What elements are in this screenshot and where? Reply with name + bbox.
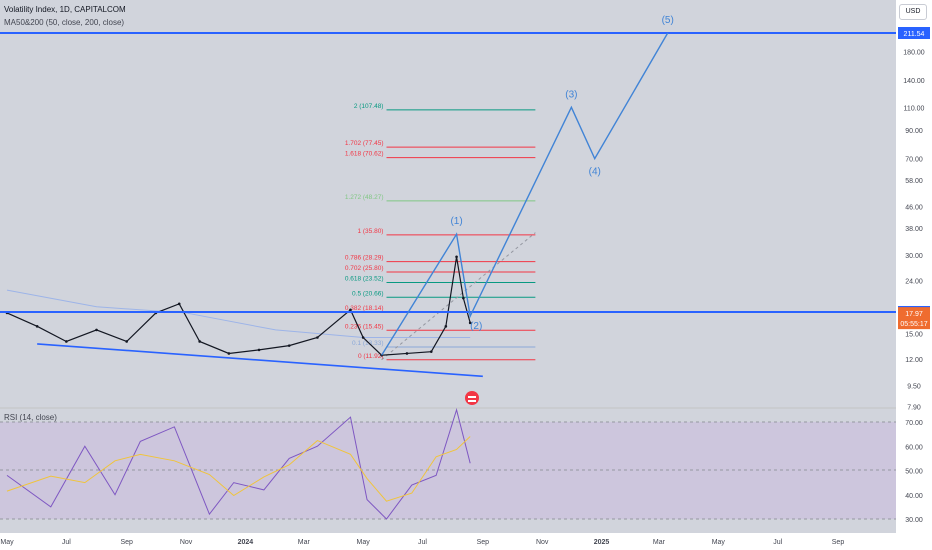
time-tick-label: Sep	[832, 539, 845, 546]
last-price-badge[interactable]	[898, 307, 930, 330]
price-point	[125, 340, 128, 343]
price-point	[405, 352, 409, 355]
wave-label: (4)	[589, 167, 601, 178]
time-tick-label: 2024	[238, 539, 254, 546]
price-tick-label: 12.00	[905, 357, 923, 364]
rsi-tick-label: 60.00	[905, 444, 923, 451]
event-flag-icon[interactable]	[465, 391, 479, 405]
rsi-tick-label: 30.00	[905, 517, 923, 524]
price-tick-label: 38.00	[905, 226, 923, 233]
price-tick-label: 140.00	[903, 78, 925, 85]
price-point	[444, 325, 448, 328]
price-point	[198, 340, 201, 343]
wave-path[interactable]	[381, 32, 669, 356]
price-tick-label: 9.50	[907, 384, 921, 391]
time-tick-label: Nov	[536, 539, 549, 546]
price-point	[35, 325, 39, 328]
wave-label: (1)	[450, 216, 462, 227]
price-point	[65, 340, 68, 343]
rsi-tick-label: 40.00	[905, 493, 923, 500]
price-tick-label: 70.00	[905, 157, 923, 164]
time-tick-label: Sep	[120, 539, 133, 546]
time-tick-label: Jul	[62, 539, 71, 546]
price-tick-label: 30.00	[905, 253, 923, 260]
price-point	[316, 336, 319, 339]
price-axis-background	[896, 0, 932, 533]
moving-average-layer	[6, 289, 471, 339]
price-point	[257, 348, 261, 352]
bar-countdown-label: 05:55:17	[900, 321, 927, 328]
fib-level-label: 0.382 (18.14)	[345, 305, 384, 312]
time-tick-label: Jul	[773, 539, 782, 546]
price-point	[349, 308, 352, 312]
time-tick-label: Mar	[298, 539, 311, 546]
fib-level-label: 0 (11.92)	[358, 353, 384, 360]
time-axis-background	[0, 533, 932, 550]
time-tick-label: Mar	[653, 539, 666, 546]
horizontal-levels[interactable]	[0, 32, 896, 313]
level-badge[interactable]	[898, 27, 930, 39]
ma-200-line	[6, 289, 471, 339]
fib-level-label: 2 (107.48)	[354, 103, 384, 110]
price-tick-label: 180.00	[903, 49, 925, 56]
time-tick-label: 2025	[594, 539, 610, 546]
time-tick-label: May	[357, 539, 371, 546]
wave-label: (3)	[565, 89, 577, 100]
time-axis[interactable]: May Jul Sep Nov 2024 Mar May Jul Sep Nov 2025 Mar Ma…	[0, 539, 844, 546]
event-flag-icon-stripe[interactable]	[468, 396, 476, 398]
fib-level-label: 0.702 (25.80)	[345, 265, 384, 272]
rsi-layer	[6, 408, 471, 520]
fib-level-label: 1 (35.80)	[357, 228, 383, 235]
last-price-label: 17.97	[905, 311, 923, 318]
symbol-title[interactable]: Volatility Index, 1D, CAPITALCOM	[4, 5, 126, 14]
fib-level-label: 0.236 (15.45)	[345, 323, 384, 330]
price-tick-label: 110.00	[904, 105, 925, 112]
wave-label: (2)	[470, 321, 482, 332]
price-tick-label: 15.00	[905, 332, 923, 339]
rsi-tick-label: 70.00	[905, 420, 923, 427]
price-point	[361, 336, 365, 339]
price-point	[462, 296, 465, 300]
wave-label: (5)	[662, 15, 674, 26]
price-pane-background	[0, 0, 896, 407]
support-trendline[interactable]	[37, 343, 483, 378]
price-tick-label: 46.00	[905, 204, 923, 211]
fib-level-label: 0.618 (23.52)	[345, 276, 384, 283]
rsi-tick-label: 50.00	[905, 469, 923, 476]
price-tick-label: 90.00	[905, 128, 923, 135]
ma-indicator-legend[interactable]: MA50&200 (50, close, 200, close)	[4, 18, 125, 27]
price-point	[227, 352, 231, 355]
price-point	[287, 344, 291, 347]
price-point	[468, 321, 472, 325]
fib-level-label: 1.618 (70.62)	[345, 151, 384, 158]
time-tick-label: Jul	[418, 539, 427, 546]
price-point	[455, 255, 458, 259]
price-axis[interactable]: 211.54 180.00 140.00 110.00 90.00 70.00 58.00 4…	[898, 27, 930, 524]
fibonacci-extension[interactable]: 2 (107.48) 1.702 (77.45) 1.618 (70.62) 1.27…	[345, 103, 536, 361]
price-point	[429, 350, 433, 353]
rsi-ma-line	[6, 436, 471, 502]
fib-level-label: 0.786 (28.29)	[345, 255, 384, 262]
rsi-line	[6, 408, 471, 520]
price-point	[95, 328, 98, 332]
price-tick-label: 58.00	[905, 178, 923, 185]
fib-level-label: 1.272 (48.27)	[345, 194, 384, 201]
rsi-indicator-legend[interactable]: RSI (14, close)	[4, 413, 57, 422]
elliott-wave-projection[interactable]: (1) (2) (3) (4) (5)	[381, 15, 674, 356]
event-flag-icon-stripe[interactable]	[468, 400, 476, 402]
time-tick-label: Nov	[180, 539, 193, 546]
price-tick-label: 7.90	[907, 404, 921, 411]
time-tick-label: Sep	[477, 539, 490, 546]
fib-level-label: 1.702 (77.45)	[345, 140, 384, 147]
price-point	[177, 302, 181, 306]
level-badge-label: 211.54	[904, 31, 925, 38]
time-tick-label: May	[0, 539, 14, 546]
price-tick-label: 24.00	[905, 278, 923, 285]
currency-button[interactable]: USD	[899, 4, 927, 20]
time-tick-label: May	[712, 539, 726, 546]
fib-level-label: 0.1 (13.33)	[352, 340, 383, 347]
fib-level-label: 0.5 (20.66)	[352, 290, 383, 297]
